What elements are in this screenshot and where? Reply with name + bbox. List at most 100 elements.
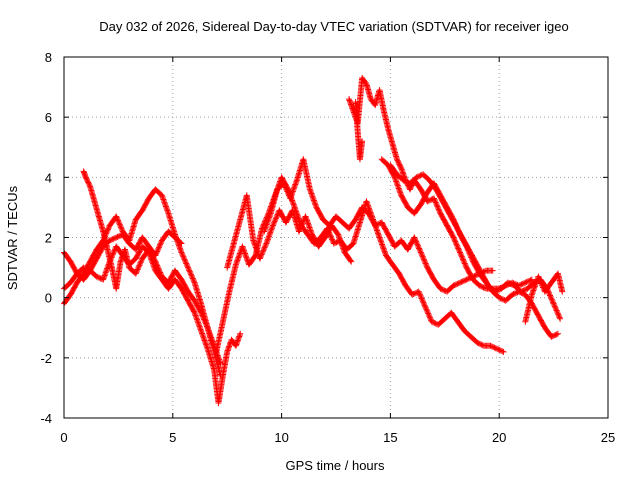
data-point (529, 288, 536, 295)
data-point (375, 230, 382, 237)
data-point (252, 243, 259, 250)
data-point (163, 204, 170, 211)
series-arc-4 (61, 243, 244, 406)
data-point (496, 347, 503, 354)
data-point (199, 330, 206, 337)
data-point (480, 284, 487, 291)
data-point (454, 244, 461, 251)
data-point (451, 282, 458, 289)
data-point (113, 213, 120, 220)
data-point (418, 294, 425, 301)
data-point (104, 227, 111, 234)
data-point (171, 231, 178, 238)
data-point (431, 319, 438, 326)
data-point (264, 218, 271, 225)
data-point (414, 241, 421, 248)
data-point (187, 271, 194, 278)
data-point (481, 285, 488, 292)
data-point (210, 340, 217, 347)
data-point (116, 220, 123, 227)
data-point (240, 246, 247, 253)
data-point (497, 347, 504, 354)
data-point (436, 209, 443, 216)
data-point (198, 309, 205, 316)
data-point (453, 281, 460, 288)
data-point (413, 238, 420, 245)
data-point (302, 213, 309, 220)
data-point (500, 348, 507, 355)
data-point (289, 188, 296, 195)
data-point (157, 241, 164, 248)
data-point (348, 258, 355, 265)
data-point (243, 254, 250, 261)
data-point (196, 322, 203, 329)
data-point (414, 173, 421, 180)
data-point (239, 244, 246, 251)
data-point (235, 253, 242, 260)
data-point (263, 240, 270, 247)
data-point (305, 220, 312, 227)
data-point (189, 274, 196, 281)
data-point (394, 181, 401, 188)
data-point (261, 227, 268, 234)
data-point (421, 300, 428, 307)
data-point (338, 241, 345, 248)
data-point (426, 314, 433, 321)
data-point (553, 331, 560, 338)
data-point (280, 180, 287, 187)
data-point (364, 201, 371, 208)
x-axis-label: GPS time / hours (286, 458, 385, 473)
data-point (113, 214, 120, 221)
data-point (455, 245, 462, 252)
data-point (416, 291, 423, 298)
data-point (86, 182, 93, 189)
data-point (496, 294, 503, 301)
data-point (425, 310, 432, 317)
data-point (174, 238, 181, 245)
x-axis-ticks: 0 5 10 15 20 25 (60, 57, 615, 445)
data-point (266, 230, 273, 237)
data-point (215, 355, 222, 362)
data-point (85, 180, 92, 187)
data-point (176, 245, 183, 252)
data-point (419, 253, 426, 260)
data-point (262, 224, 269, 231)
data-point (551, 303, 558, 310)
data-point (179, 252, 186, 259)
data-point (550, 300, 557, 307)
data-point (397, 162, 404, 169)
data-point (472, 272, 479, 279)
data-point (282, 184, 289, 191)
data-point (135, 265, 142, 272)
data-point (488, 343, 495, 350)
data-point (147, 253, 154, 260)
data-point (372, 222, 379, 229)
data-point (511, 290, 518, 297)
data-point (271, 218, 278, 225)
data-point (380, 244, 387, 251)
series-arc-8 (346, 75, 535, 292)
data-point (201, 317, 208, 324)
data-point (105, 262, 112, 269)
data-point (411, 235, 418, 242)
data-point (182, 257, 189, 264)
data-point (234, 256, 241, 263)
data-point (150, 263, 157, 270)
data-point (110, 250, 117, 257)
data-point (303, 214, 310, 221)
data-point (104, 264, 111, 271)
data-point (400, 177, 407, 184)
data-point (452, 239, 459, 246)
data-point (494, 345, 501, 352)
data-point (162, 203, 169, 210)
data-point (308, 228, 315, 235)
data-point (156, 242, 163, 249)
data-point (412, 237, 419, 244)
data-point (241, 249, 248, 256)
y-axis-ticks: -4 -2 0 2 4 6 8 (40, 50, 608, 426)
data-point (289, 198, 296, 205)
data-point (180, 255, 187, 262)
y-axis-label: SDTVAR / TECUs (5, 185, 20, 290)
data-point (242, 251, 249, 258)
